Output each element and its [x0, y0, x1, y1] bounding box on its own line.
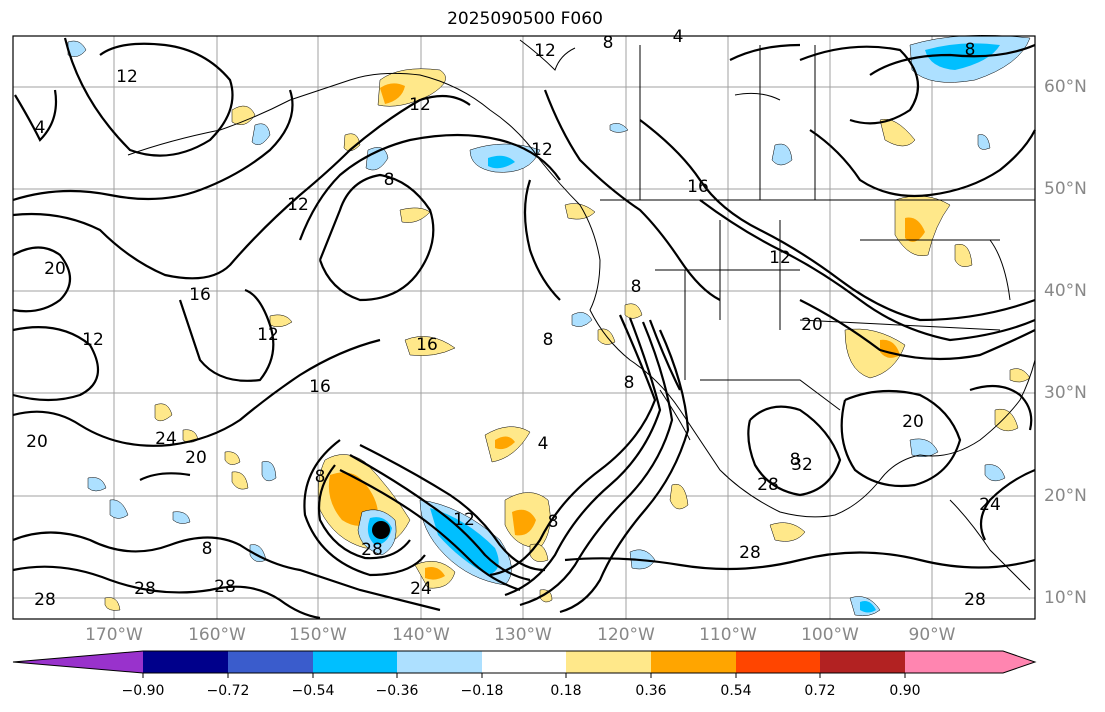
contour-label: 4 [538, 434, 549, 454]
contour-label: 12 [116, 67, 138, 87]
colorbar-ticks [142, 673, 906, 678]
colorbar-tick-label: 0.54 [720, 683, 752, 699]
lon-label: 110°W [699, 625, 757, 645]
contour-label: 24 [155, 429, 177, 449]
lat-label: 10°N [1044, 588, 1087, 608]
lon-label: 140°W [392, 625, 450, 645]
colorbar-segment [736, 651, 820, 673]
lat-label: 40°N [1044, 281, 1087, 301]
contour-label: 28 [964, 590, 986, 610]
contour-label: 32 [791, 455, 813, 475]
contour-label: 4 [35, 118, 46, 138]
contour-label: 8 [965, 40, 976, 60]
contour-label: 8 [624, 373, 635, 393]
storm-center-marker [372, 521, 390, 539]
contour-label: 8 [631, 277, 642, 297]
contour-label: 28 [757, 475, 779, 495]
contour-label: 12 [453, 510, 475, 530]
lat-label: 30°N [1044, 383, 1087, 403]
contour-label: 20 [185, 448, 207, 468]
lon-label: 130°W [494, 625, 552, 645]
contour-label: 16 [687, 177, 709, 197]
contour-label: 28 [214, 577, 236, 597]
contour-label: 24 [410, 579, 432, 599]
contour-label: 16 [416, 335, 438, 355]
colorbar-segment [397, 651, 482, 673]
colorbar-segment [143, 651, 228, 673]
lon-label: 170°W [85, 625, 143, 645]
contour-label: 20 [902, 412, 924, 432]
graticule [13, 36, 1035, 619]
contour-label: 8 [202, 539, 213, 559]
contour-label: 12 [769, 248, 791, 268]
map-frame [12, 35, 1036, 620]
colorbar-tick-label: 0.90 [889, 683, 921, 699]
contour-label: 28 [361, 540, 383, 560]
colorbar-segment [13, 651, 143, 673]
contour-label: 12 [534, 41, 556, 61]
contour-label: 12 [257, 325, 279, 345]
colorbar-tick-label: −0.36 [375, 683, 419, 699]
colorbar-tick-label: 0.36 [635, 683, 667, 699]
contour-label: 12 [82, 330, 104, 350]
map-title: 2025090500 F060 [447, 9, 603, 29]
contour-label: 8 [315, 467, 326, 487]
contour-label: 8 [548, 512, 559, 532]
contour-label: 8 [790, 450, 801, 470]
colorbar-segment [820, 651, 905, 673]
lat-label: 60°N [1044, 77, 1087, 97]
contour-label: 28 [739, 543, 761, 563]
lon-label: 100°W [801, 625, 859, 645]
contour-label: 12 [409, 95, 431, 115]
lon-label: 120°W [597, 625, 655, 645]
contour-label: 20 [26, 432, 48, 452]
contour-label: 4 [673, 27, 684, 47]
contour-label: 8 [384, 170, 395, 190]
contour-label: 28 [134, 579, 156, 599]
lon-label: 150°W [289, 625, 347, 645]
colorbar-tick-label: −0.18 [460, 683, 504, 699]
colorbar-segment [905, 651, 1003, 673]
contour-label-group: 12 8 4 12 12 8 4 16 8 12 20 16 12 12 20 … [26, 27, 1001, 610]
contour-label: 20 [44, 259, 66, 279]
colorbar-tick-label: 0.72 [804, 683, 836, 699]
colorbar-tick-label: −0.90 [121, 683, 165, 699]
contour-label: 24 [979, 495, 1001, 515]
coastlines [127, 39, 1036, 591]
contour-label: 28 [34, 590, 56, 610]
colorbar-segment [482, 651, 566, 673]
colorbar-segment [566, 651, 651, 673]
contour-label: 12 [287, 195, 309, 215]
colorbar-segment [313, 651, 397, 673]
lon-label: 90°W [908, 625, 956, 645]
colorbar [12, 650, 1037, 678]
contour-lines [12, 37, 1036, 620]
colorbar-tick-label: 0.18 [550, 683, 582, 699]
colorbar-tick-label: −0.72 [206, 683, 250, 699]
contour-label: 8 [543, 330, 554, 350]
contour-label: 12 [531, 140, 553, 160]
colorbar-tick-label: −0.54 [291, 683, 335, 699]
lat-label: 50°N [1044, 179, 1087, 199]
colorbar-segment [651, 651, 736, 673]
colorbar-segment [1003, 651, 1035, 673]
contour-label: 20 [801, 315, 823, 335]
lat-label: 20°N [1044, 486, 1087, 506]
contour-label: 8 [603, 33, 614, 53]
lon-label: 160°W [188, 625, 246, 645]
colorbar-segment [228, 651, 313, 673]
contour-label: 16 [189, 285, 211, 305]
contour-label: 16 [309, 377, 331, 397]
